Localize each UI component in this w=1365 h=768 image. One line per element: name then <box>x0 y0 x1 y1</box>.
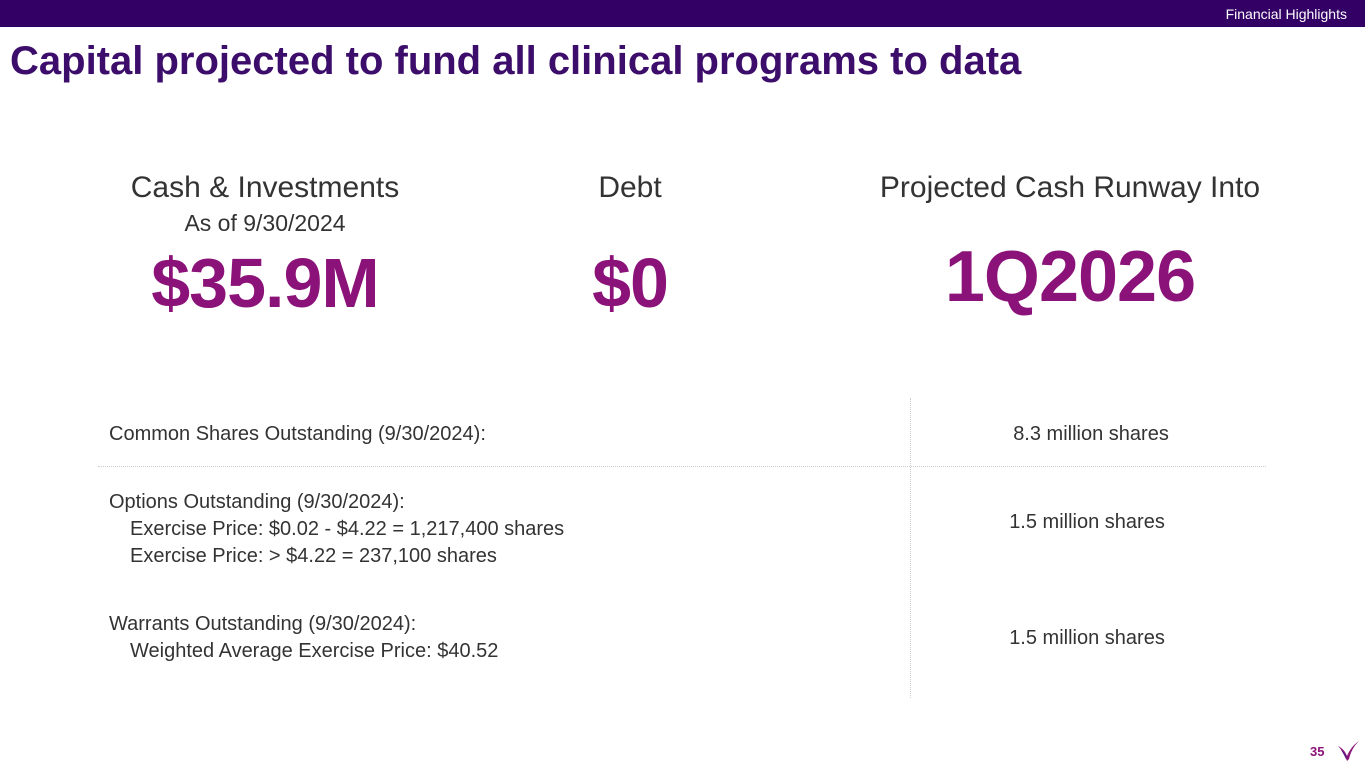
cash-investments-label: Cash & Investments <box>130 171 400 204</box>
cash-runway-label: Projected Cash Runway Into <box>879 171 1261 204</box>
table-column-divider <box>910 398 911 698</box>
options-value: 1.5 million shares <box>1009 511 1165 533</box>
cash-runway-value: 1Q2026 <box>944 237 1196 317</box>
warrants-value: 1.5 million shares <box>1009 627 1165 649</box>
debt-label: Debt <box>598 171 662 204</box>
warrants-label: Warrants Outstanding (9/30/2024): <box>109 613 417 635</box>
cash-investments-date: As of 9/30/2024 <box>184 210 346 236</box>
cash-investments-value: $35.9M <box>151 244 379 322</box>
debt-value: $0 <box>592 244 669 322</box>
common-shares-label: Common Shares Outstanding (9/30/2024): <box>109 423 486 445</box>
section-label: Financial Highlights <box>1225 6 1347 22</box>
warrants-detail: Weighted Average Exercise Price: $40.52 <box>130 640 499 662</box>
options-detail-low: Exercise Price: $0.02 - $4.22 = 1,217,40… <box>130 518 565 540</box>
options-label: Options Outstanding (9/30/2024): <box>109 491 405 513</box>
bird-logo-icon <box>1338 741 1359 761</box>
table-row-divider <box>98 466 1266 467</box>
page-title: Capital projected to fund all clinical p… <box>10 39 1022 83</box>
page-number: 35 <box>1310 744 1325 759</box>
header-bar: Financial Highlights <box>0 0 1365 27</box>
options-detail-high: Exercise Price: > $4.22 = 237,100 shares <box>130 545 497 567</box>
common-shares-value: 8.3 million shares <box>1013 423 1169 445</box>
